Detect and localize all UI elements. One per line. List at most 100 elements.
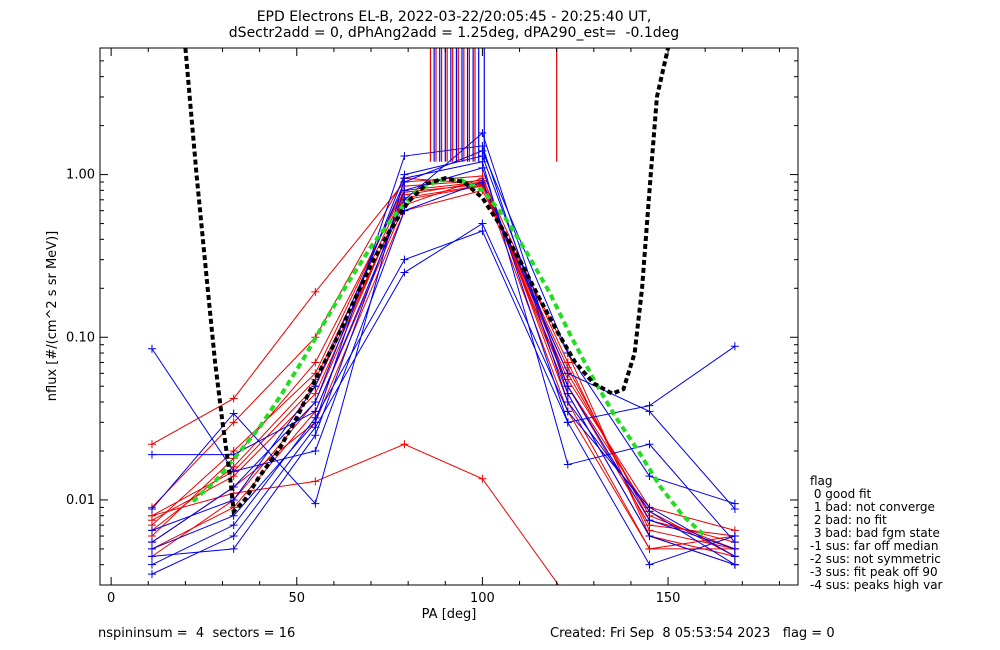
blue-series-point bbox=[311, 431, 320, 440]
blue-series-point bbox=[645, 472, 654, 481]
plot-frame bbox=[99, 47, 799, 586]
blue-series-point bbox=[478, 178, 487, 187]
blue-series-point bbox=[400, 178, 409, 187]
blue-series-point bbox=[478, 163, 487, 172]
blue-series-point bbox=[645, 440, 654, 449]
blue-series-point bbox=[563, 460, 572, 469]
blue-series-point bbox=[563, 369, 572, 378]
blue-series-point bbox=[645, 503, 654, 512]
blue-series-point bbox=[229, 521, 238, 530]
blue-series-point bbox=[229, 409, 238, 418]
legend-title: flag bbox=[810, 474, 833, 488]
blue-series-point bbox=[730, 544, 739, 553]
blue-series-point bbox=[147, 450, 156, 459]
blue-series-point bbox=[229, 544, 238, 553]
blue-series-point bbox=[563, 407, 572, 416]
red-series-point bbox=[147, 511, 156, 520]
red-series-line bbox=[151, 189, 736, 566]
blue-series-point bbox=[147, 344, 156, 353]
footer-spin-info: nspininsum = 4 sectors = 16 bbox=[98, 626, 296, 641]
blue-series-line bbox=[151, 230, 736, 566]
red-series-point bbox=[564, 594, 572, 602]
blue-series-line bbox=[151, 150, 736, 531]
blue-series-point bbox=[400, 268, 409, 277]
green-fit-line bbox=[191, 177, 707, 538]
red-series-point bbox=[311, 358, 320, 367]
red-series-point bbox=[400, 440, 409, 449]
data-layer bbox=[147, 48, 739, 618]
legend-item: 0 good fit bbox=[810, 487, 872, 501]
red-series-point bbox=[731, 610, 739, 618]
legend-item: -4 sus: peaks high var bbox=[810, 578, 943, 592]
red-series-line bbox=[151, 183, 736, 557]
blue-series-point bbox=[400, 170, 409, 179]
red-series-point bbox=[229, 394, 238, 403]
blue-series-point bbox=[478, 129, 487, 138]
blue-series-point bbox=[730, 342, 739, 351]
blue-series-line bbox=[151, 222, 736, 575]
red-series-point bbox=[311, 287, 320, 296]
blue-series-point bbox=[730, 532, 739, 541]
blue-series-point bbox=[478, 227, 487, 236]
red-series-point bbox=[229, 418, 238, 427]
blue-series-point bbox=[400, 255, 409, 264]
blue-series-point bbox=[147, 560, 156, 569]
blue-series-point bbox=[147, 538, 156, 547]
chart-title-line-1: EPD Electrons EL-B, 2022-03-22/20:05:45 … bbox=[256, 9, 652, 25]
legend-item: 1 bad: not converge bbox=[810, 500, 935, 514]
legend: flag 0 good fit 1 bad: not converge 2 ba… bbox=[810, 475, 942, 592]
blue-series-point bbox=[645, 532, 654, 541]
blue-series-point bbox=[147, 570, 156, 579]
blue-series-point bbox=[730, 499, 739, 508]
red-series-point bbox=[645, 544, 654, 553]
axes-layer: 0 50 100 150 0.01 0.10 1.00 bbox=[66, 47, 798, 606]
blue-series-point bbox=[563, 397, 572, 406]
blue-series-point bbox=[645, 516, 654, 525]
x-tick-label: 50 bbox=[289, 591, 306, 606]
red-series-point bbox=[645, 610, 653, 618]
blue-series-point bbox=[311, 423, 320, 432]
blue-series-line bbox=[151, 145, 736, 566]
blue-series-point bbox=[400, 186, 409, 195]
blue-series-point bbox=[563, 418, 572, 427]
blue-series-point bbox=[147, 504, 156, 513]
blue-series-point bbox=[730, 560, 739, 569]
chart-title-line-2: dSectr2add = 0, dPhAng2add = 1.25deg, dP… bbox=[228, 25, 680, 41]
blue-series-point bbox=[311, 446, 320, 455]
y-tick-label: 1.00 bbox=[66, 168, 95, 183]
red-series-point bbox=[147, 440, 156, 449]
x-tick-label: 150 bbox=[656, 591, 681, 606]
blue-series-point bbox=[478, 146, 487, 155]
x-tick-label: 100 bbox=[470, 591, 495, 606]
black-fit-line bbox=[183, 48, 671, 516]
legend-item: -2 sus: not symmetric bbox=[810, 552, 941, 566]
red-series-point bbox=[311, 389, 320, 398]
legend-item: -1 sus: far off median bbox=[810, 539, 939, 553]
blue-series-point bbox=[563, 382, 572, 391]
blue-series-point bbox=[147, 552, 156, 561]
x-tick-label: 0 bbox=[107, 591, 115, 606]
blue-series-point bbox=[478, 219, 487, 228]
red-series-point bbox=[478, 474, 487, 483]
red-series-line bbox=[151, 443, 560, 585]
blue-series-point bbox=[311, 397, 320, 406]
blue-series-line bbox=[151, 155, 736, 550]
blue-series-point bbox=[147, 526, 156, 535]
blue-series-point bbox=[730, 552, 739, 561]
legend-item: -3 sus: fit peak off 90 bbox=[810, 565, 938, 579]
legend-item: 3 bad: bad fgm state bbox=[810, 526, 940, 540]
y-tick-label: 0.10 bbox=[66, 330, 95, 345]
blue-series-point bbox=[229, 532, 238, 541]
blue-series-point bbox=[400, 152, 409, 161]
x-axis-label: PA [deg] bbox=[422, 607, 477, 622]
y-axis-label: nflux [#/(cm^2 s sr MeV)] bbox=[45, 231, 60, 401]
blue-series-point bbox=[311, 413, 320, 422]
blue-series-point bbox=[645, 401, 654, 410]
red-series-point bbox=[311, 477, 320, 486]
legend-item: 2 bad: no fit bbox=[810, 513, 887, 527]
blue-series-line bbox=[151, 181, 736, 510]
y-tick-label: 0.01 bbox=[66, 493, 95, 508]
blue-series-point bbox=[147, 544, 156, 553]
blue-series-point bbox=[645, 560, 654, 569]
